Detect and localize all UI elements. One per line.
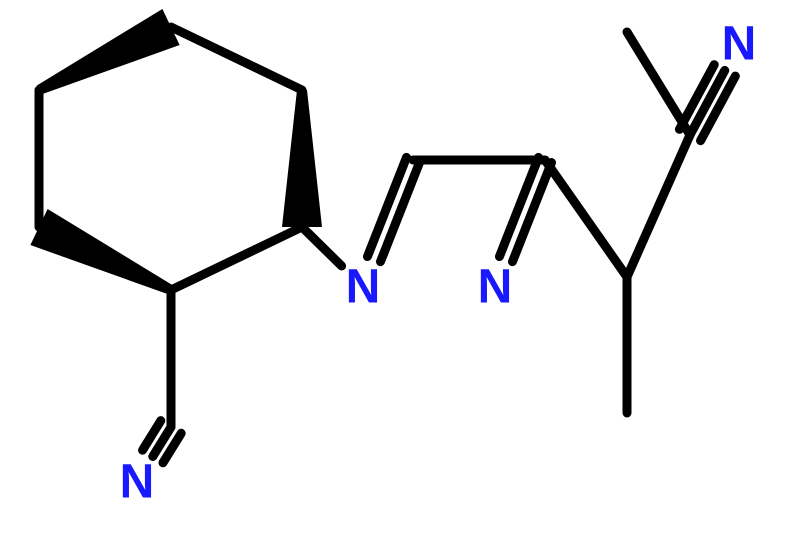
atom-label-n1: N bbox=[120, 456, 155, 509]
molecule-canvas: N N N N bbox=[0, 0, 800, 538]
atom-label-n3: N bbox=[478, 261, 513, 314]
atom-label-n2: N bbox=[346, 261, 381, 314]
atom-label-n4: N bbox=[722, 18, 757, 71]
